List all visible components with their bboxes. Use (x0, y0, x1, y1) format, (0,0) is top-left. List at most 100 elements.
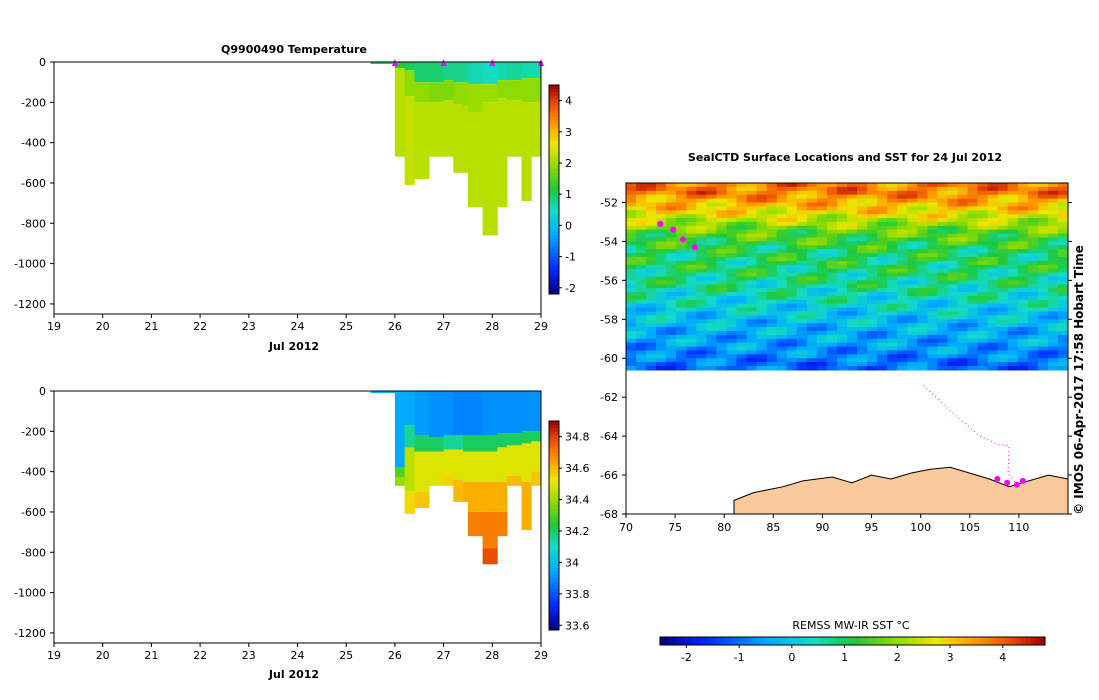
sst-cell (917, 268, 928, 274)
sst-cell (646, 225, 657, 231)
sst-cell (726, 257, 738, 262)
sst-cell (1037, 206, 1049, 211)
sst-cell (897, 183, 908, 188)
sst-cell (646, 342, 657, 348)
sst-cell (937, 221, 948, 227)
sst-cell (1017, 350, 1029, 355)
sst-cell (786, 288, 798, 293)
sst-cell (927, 253, 938, 258)
colorbar-swatch (549, 518, 559, 523)
sst-cell (937, 210, 948, 215)
colorbar-swatch (549, 602, 559, 607)
sst-cell (877, 327, 888, 332)
sst-cell (1017, 354, 1029, 359)
sst-cell (1017, 257, 1029, 262)
sst-cell (816, 237, 828, 242)
sst-cell (736, 311, 748, 316)
sst-cell (1027, 249, 1039, 254)
sst-cell (726, 218, 738, 223)
sst-cell (646, 206, 657, 211)
sst-cell (636, 323, 647, 328)
sst-cell (726, 307, 738, 313)
sst-cell (656, 249, 667, 254)
colorbar-swatch (549, 421, 559, 425)
sst-cell (686, 229, 697, 235)
sst-cell (626, 288, 637, 293)
sst-cell (756, 292, 768, 297)
sst-cell (987, 331, 999, 336)
sst-cell (937, 257, 948, 262)
sst-cell (646, 284, 657, 289)
sst-cell (907, 307, 918, 313)
sst-cell (726, 362, 738, 367)
sst-cell (977, 253, 989, 258)
sst-cell (716, 338, 727, 344)
sst-cell (987, 186, 999, 192)
sst-cell (957, 303, 969, 309)
sst-cell (706, 288, 717, 293)
y-tick-label: -600 (21, 506, 46, 519)
sst-cell (1047, 331, 1059, 336)
sst-cell (857, 225, 868, 231)
float-position (994, 476, 1001, 482)
sst-cell (997, 218, 1009, 223)
sst-cell (766, 292, 778, 297)
sst-cell (1007, 295, 1019, 301)
sst-colorbar-swatch (761, 637, 767, 645)
sst-cell (967, 362, 979, 367)
sst-cell (857, 268, 868, 274)
sst-cell (867, 190, 878, 196)
sst-cell (706, 272, 717, 278)
sst-cell (937, 354, 948, 359)
sst-cell (907, 331, 918, 336)
sst-cell (776, 331, 788, 336)
sst-cell (847, 225, 858, 231)
sst-cell (656, 260, 667, 266)
sst-cell (887, 342, 898, 348)
sst-cell (716, 202, 727, 207)
sst-cell (666, 241, 677, 246)
sst-cell (626, 327, 637, 332)
sst-cell (837, 206, 848, 211)
sst-cell (806, 186, 818, 192)
sst-cell (776, 295, 788, 301)
colorbar-swatch (549, 515, 559, 519)
sst-cell (1007, 303, 1019, 309)
sst-cell (636, 210, 647, 215)
sst-cell (957, 307, 969, 313)
sst-cell (686, 245, 697, 250)
sst-cell (967, 245, 979, 250)
colorbar-swatch (549, 140, 559, 145)
float-position (670, 226, 677, 233)
sst-cell (756, 237, 768, 242)
sst-cell (796, 268, 808, 274)
sst-cell (907, 272, 918, 278)
sst-cell (947, 194, 959, 200)
sst-cell (967, 288, 979, 293)
sst-cell (857, 233, 868, 239)
sst-cell (887, 319, 898, 324)
sst-cell (867, 358, 878, 363)
sst-cell (726, 241, 738, 246)
sst-colorbar-swatch (693, 637, 699, 645)
sst-cell (636, 350, 647, 355)
sst-cell (726, 295, 738, 301)
sst-cell (686, 331, 697, 336)
sst-cell (1027, 303, 1039, 309)
sst-cell (917, 183, 928, 188)
sst-cell (987, 342, 999, 348)
sst-cell (1017, 307, 1029, 313)
sst-cell (806, 276, 818, 281)
sst-cell (726, 198, 738, 204)
sst-cell (877, 202, 888, 207)
sst-cell (957, 245, 969, 250)
sst-cell (1047, 334, 1059, 340)
profile-1-cell-0 (394, 62, 406, 68)
colorbar-swatch (549, 553, 559, 558)
sst-cell (1047, 253, 1059, 258)
sst-cell (1027, 218, 1039, 223)
sst-cell (1058, 186, 1068, 192)
colorbar-swatch (549, 91, 559, 96)
sst-cell (666, 198, 677, 204)
sst-cell (666, 307, 677, 313)
